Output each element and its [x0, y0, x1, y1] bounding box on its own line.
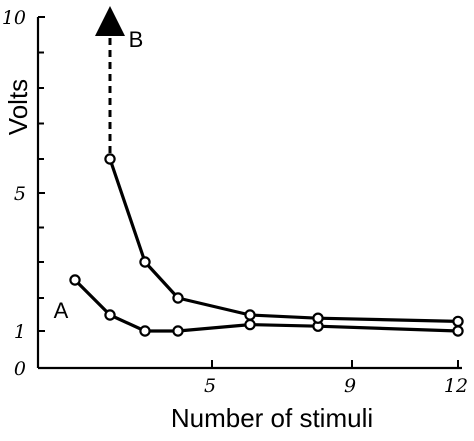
y-tick-label: 5: [14, 183, 26, 205]
x-tick-label: 12: [444, 375, 468, 397]
data-point-b: [172, 292, 184, 304]
data-point-b: [312, 312, 324, 324]
series-group: [69, 6, 464, 337]
data-point-a: [452, 325, 464, 337]
y-tick-label: 10: [2, 7, 26, 29]
x-axis-label: Number of stimuli: [171, 403, 373, 433]
data-point-b: [139, 256, 151, 268]
series-line-a: [73, 278, 459, 333]
y-axis-label: Volts: [3, 79, 33, 135]
data-point-a: [69, 274, 81, 286]
data-point-b: [104, 153, 116, 165]
y-tick-label: 1: [14, 321, 26, 343]
x-tick-label: 5: [204, 375, 216, 397]
data-point-b: [244, 309, 256, 321]
data-point-a: [172, 325, 184, 337]
series-label-a: A: [54, 298, 69, 323]
series-label-b: B: [129, 27, 144, 52]
data-point-a: [104, 309, 116, 321]
x-tick-label: 9: [344, 375, 356, 397]
y-tick-label: 0: [14, 358, 26, 380]
ticks: [38, 16, 459, 369]
data-point-b: [452, 315, 464, 328]
data-point-a: [139, 325, 151, 337]
data-point-a: [244, 318, 256, 331]
series-line-b: [108, 158, 459, 323]
